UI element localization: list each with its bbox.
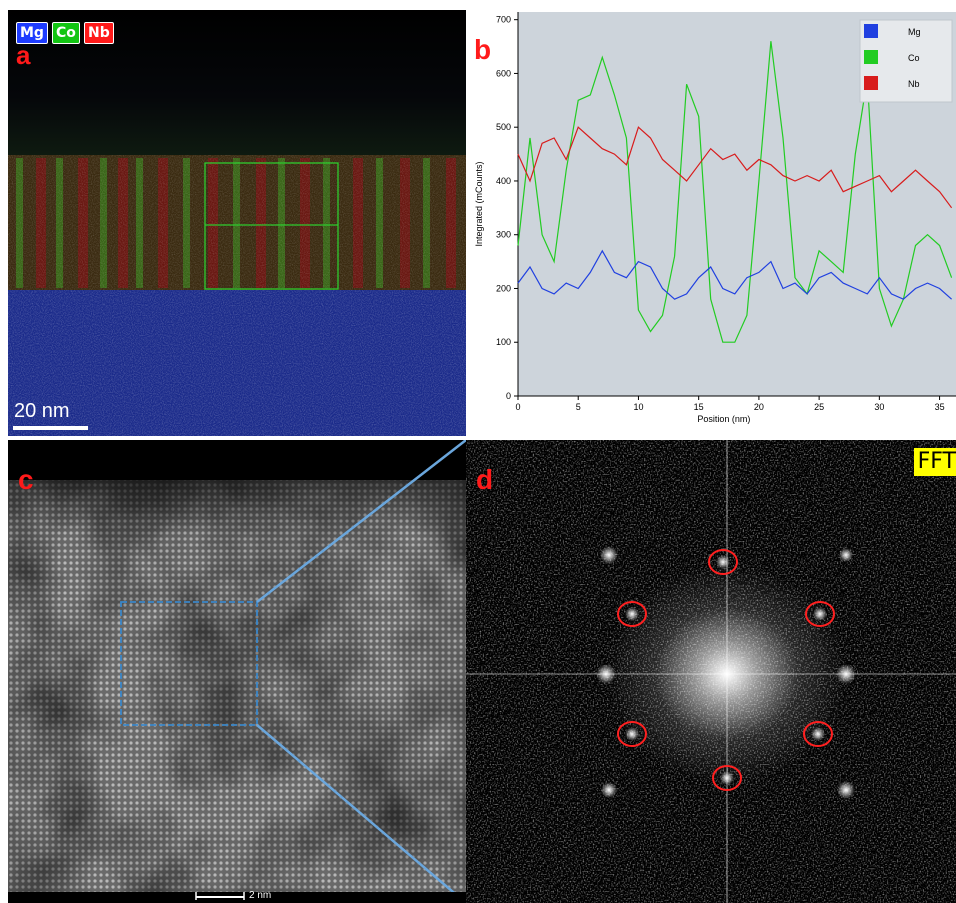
x-tick-label: 0	[515, 402, 520, 412]
legend-swatch-co	[864, 50, 878, 64]
x-tick-label: 25	[814, 402, 824, 412]
panel-c-stem-image: c 2 nm	[8, 440, 466, 903]
series-line-co	[517, 41, 953, 343]
scale-bar-label-c: 2 nm	[249, 890, 272, 901]
zoom-region-box	[120, 601, 258, 726]
fft-center	[607, 564, 847, 784]
series-line-mg	[517, 249, 952, 300]
fft-spot-circle	[617, 601, 647, 627]
fft-spot-circle	[712, 765, 742, 791]
eds-map-image	[8, 10, 466, 436]
fft-spot-circle	[803, 721, 833, 747]
legend-swatch-nb	[864, 76, 878, 90]
fft-label: FFT	[913, 448, 956, 476]
scale-bar-a	[13, 426, 88, 430]
fft-spot-circle	[708, 549, 738, 575]
y-tick-label: 700	[496, 15, 511, 25]
panel-label-a: a	[16, 40, 31, 70]
x-tick-label: 20	[754, 402, 764, 412]
stem-image	[8, 440, 466, 903]
y-tick-label: 600	[496, 68, 511, 78]
line-profile-chart: 0 100 200 300 400 500 600 700 0 5 10 15 20 25 30 35 Posi…	[474, 12, 956, 424]
y-tick-label: 0	[506, 391, 511, 401]
y-tick-label: 100	[496, 337, 511, 347]
panel-label-c: c	[18, 464, 34, 495]
legend-label-co: Co	[908, 53, 920, 63]
y-axis-label: Integrated (mCounts)	[474, 161, 484, 246]
scale-bar-label-a: 20 nm	[14, 400, 70, 422]
series-line-nb	[517, 126, 953, 209]
x-tick-label: 10	[633, 402, 643, 412]
fft-image	[466, 440, 956, 903]
x-tick-label: 35	[935, 402, 945, 412]
y-tick-label: 300	[496, 230, 511, 240]
x-tick-label: 30	[874, 402, 884, 412]
x-tick-label: 15	[694, 402, 704, 412]
panel-b-line-profile: 0 100 200 300 400 500 600 700 0 5 10 15 20 25 30 35 Posi…	[466, 10, 956, 436]
legend-label-mg: Mg	[908, 27, 921, 37]
legend-badge-co: Co	[52, 22, 80, 44]
x-axis-label: Position (nm)	[697, 414, 750, 424]
legend-badge-mg: Mg	[16, 22, 48, 44]
fft-spot-circle	[805, 601, 835, 627]
y-tick-label: 200	[496, 283, 511, 293]
panel-label-d: d	[476, 464, 494, 495]
panel-label-b: b	[474, 34, 492, 65]
panel-a-eds-map: Mg Co Nb a 20 nm	[8, 10, 466, 436]
panel-d-fft: d FFT	[466, 440, 956, 903]
x-tick-label: 5	[576, 402, 581, 412]
line-profile-box	[204, 162, 339, 290]
y-tick-label: 500	[496, 122, 511, 132]
fft-spot-circle	[617, 721, 647, 747]
legend-label-nb: Nb	[908, 79, 920, 89]
legend-swatch-mg	[864, 24, 878, 38]
y-tick-label: 400	[496, 176, 511, 186]
legend-badge-nb: Nb	[84, 22, 114, 44]
